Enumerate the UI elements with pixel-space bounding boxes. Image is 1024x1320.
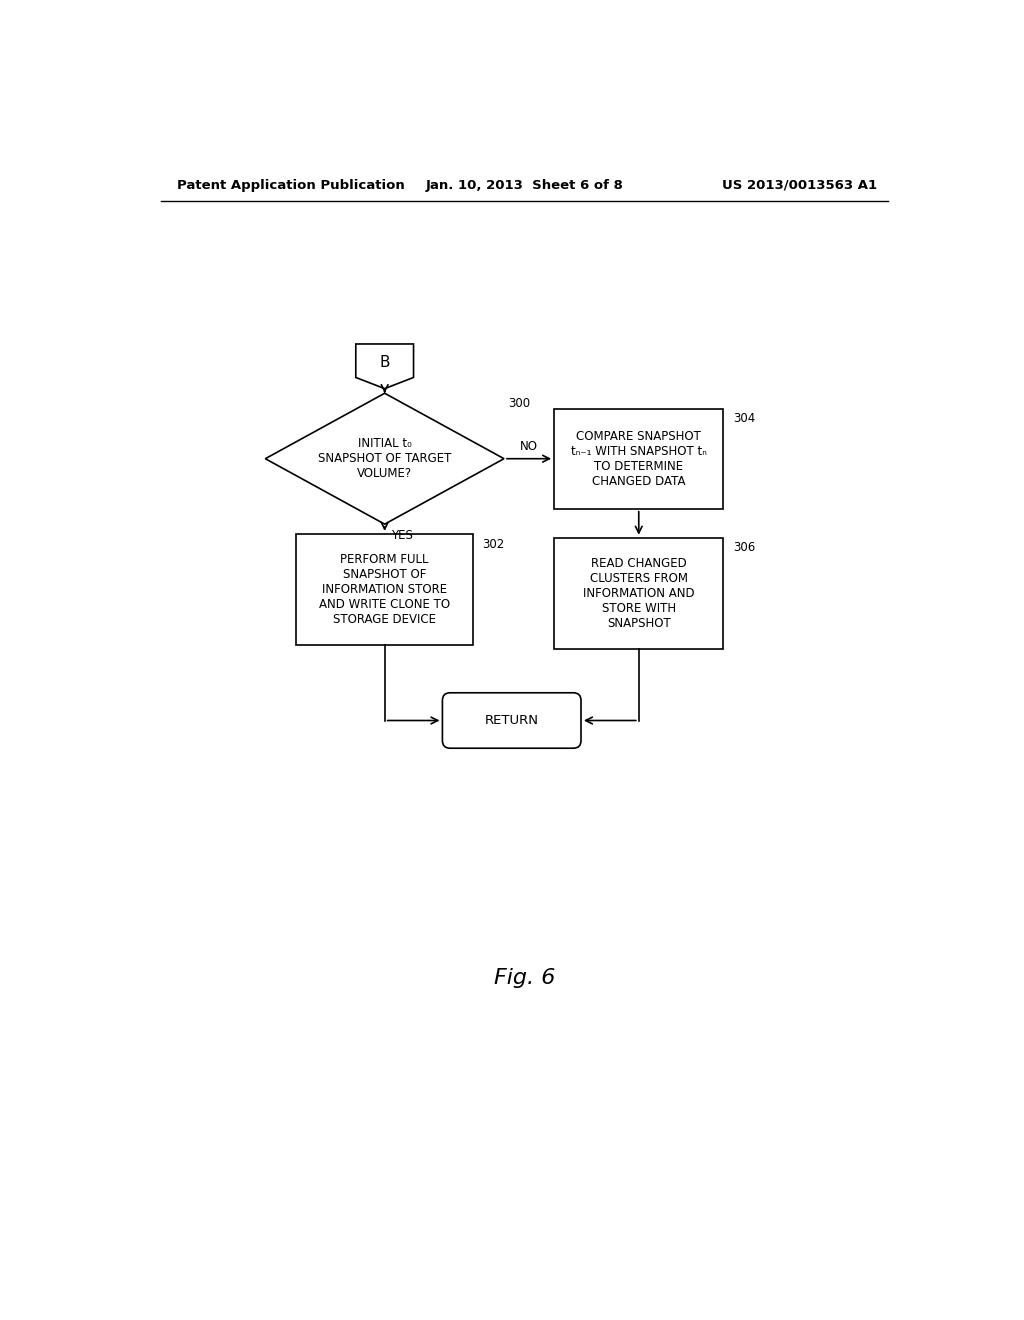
Text: Jan. 10, 2013  Sheet 6 of 8: Jan. 10, 2013 Sheet 6 of 8 (426, 178, 624, 191)
FancyBboxPatch shape (554, 409, 724, 508)
FancyBboxPatch shape (554, 537, 724, 649)
Text: 306: 306 (733, 541, 755, 554)
Text: COMPARE SNAPSHOT
tₙ₋₁ WITH SNAPSHOT tₙ
TO DETERMINE
CHANGED DATA: COMPARE SNAPSHOT tₙ₋₁ WITH SNAPSHOT tₙ T… (570, 430, 707, 487)
Text: 300: 300 (508, 397, 530, 411)
Text: READ CHANGED
CLUSTERS FROM
INFORMATION AND
STORE WITH
SNAPSHOT: READ CHANGED CLUSTERS FROM INFORMATION A… (583, 557, 694, 630)
Polygon shape (355, 345, 414, 388)
Text: B: B (380, 355, 390, 370)
FancyBboxPatch shape (442, 693, 581, 748)
FancyBboxPatch shape (296, 533, 473, 645)
Text: 302: 302 (482, 537, 505, 550)
Text: 304: 304 (733, 412, 755, 425)
Text: NO: NO (520, 440, 538, 453)
Polygon shape (265, 393, 504, 524)
Text: US 2013/0013563 A1: US 2013/0013563 A1 (722, 178, 878, 191)
Text: INITIAL t₀
SNAPSHOT OF TARGET
VOLUME?: INITIAL t₀ SNAPSHOT OF TARGET VOLUME? (318, 437, 452, 480)
Text: Patent Application Publication: Patent Application Publication (177, 178, 404, 191)
Text: PERFORM FULL
SNAPSHOT OF
INFORMATION STORE
AND WRITE CLONE TO
STORAGE DEVICE: PERFORM FULL SNAPSHOT OF INFORMATION STO… (319, 553, 451, 626)
Text: RETURN: RETURN (484, 714, 539, 727)
Text: YES: YES (391, 529, 413, 541)
Text: Fig. 6: Fig. 6 (495, 969, 555, 989)
